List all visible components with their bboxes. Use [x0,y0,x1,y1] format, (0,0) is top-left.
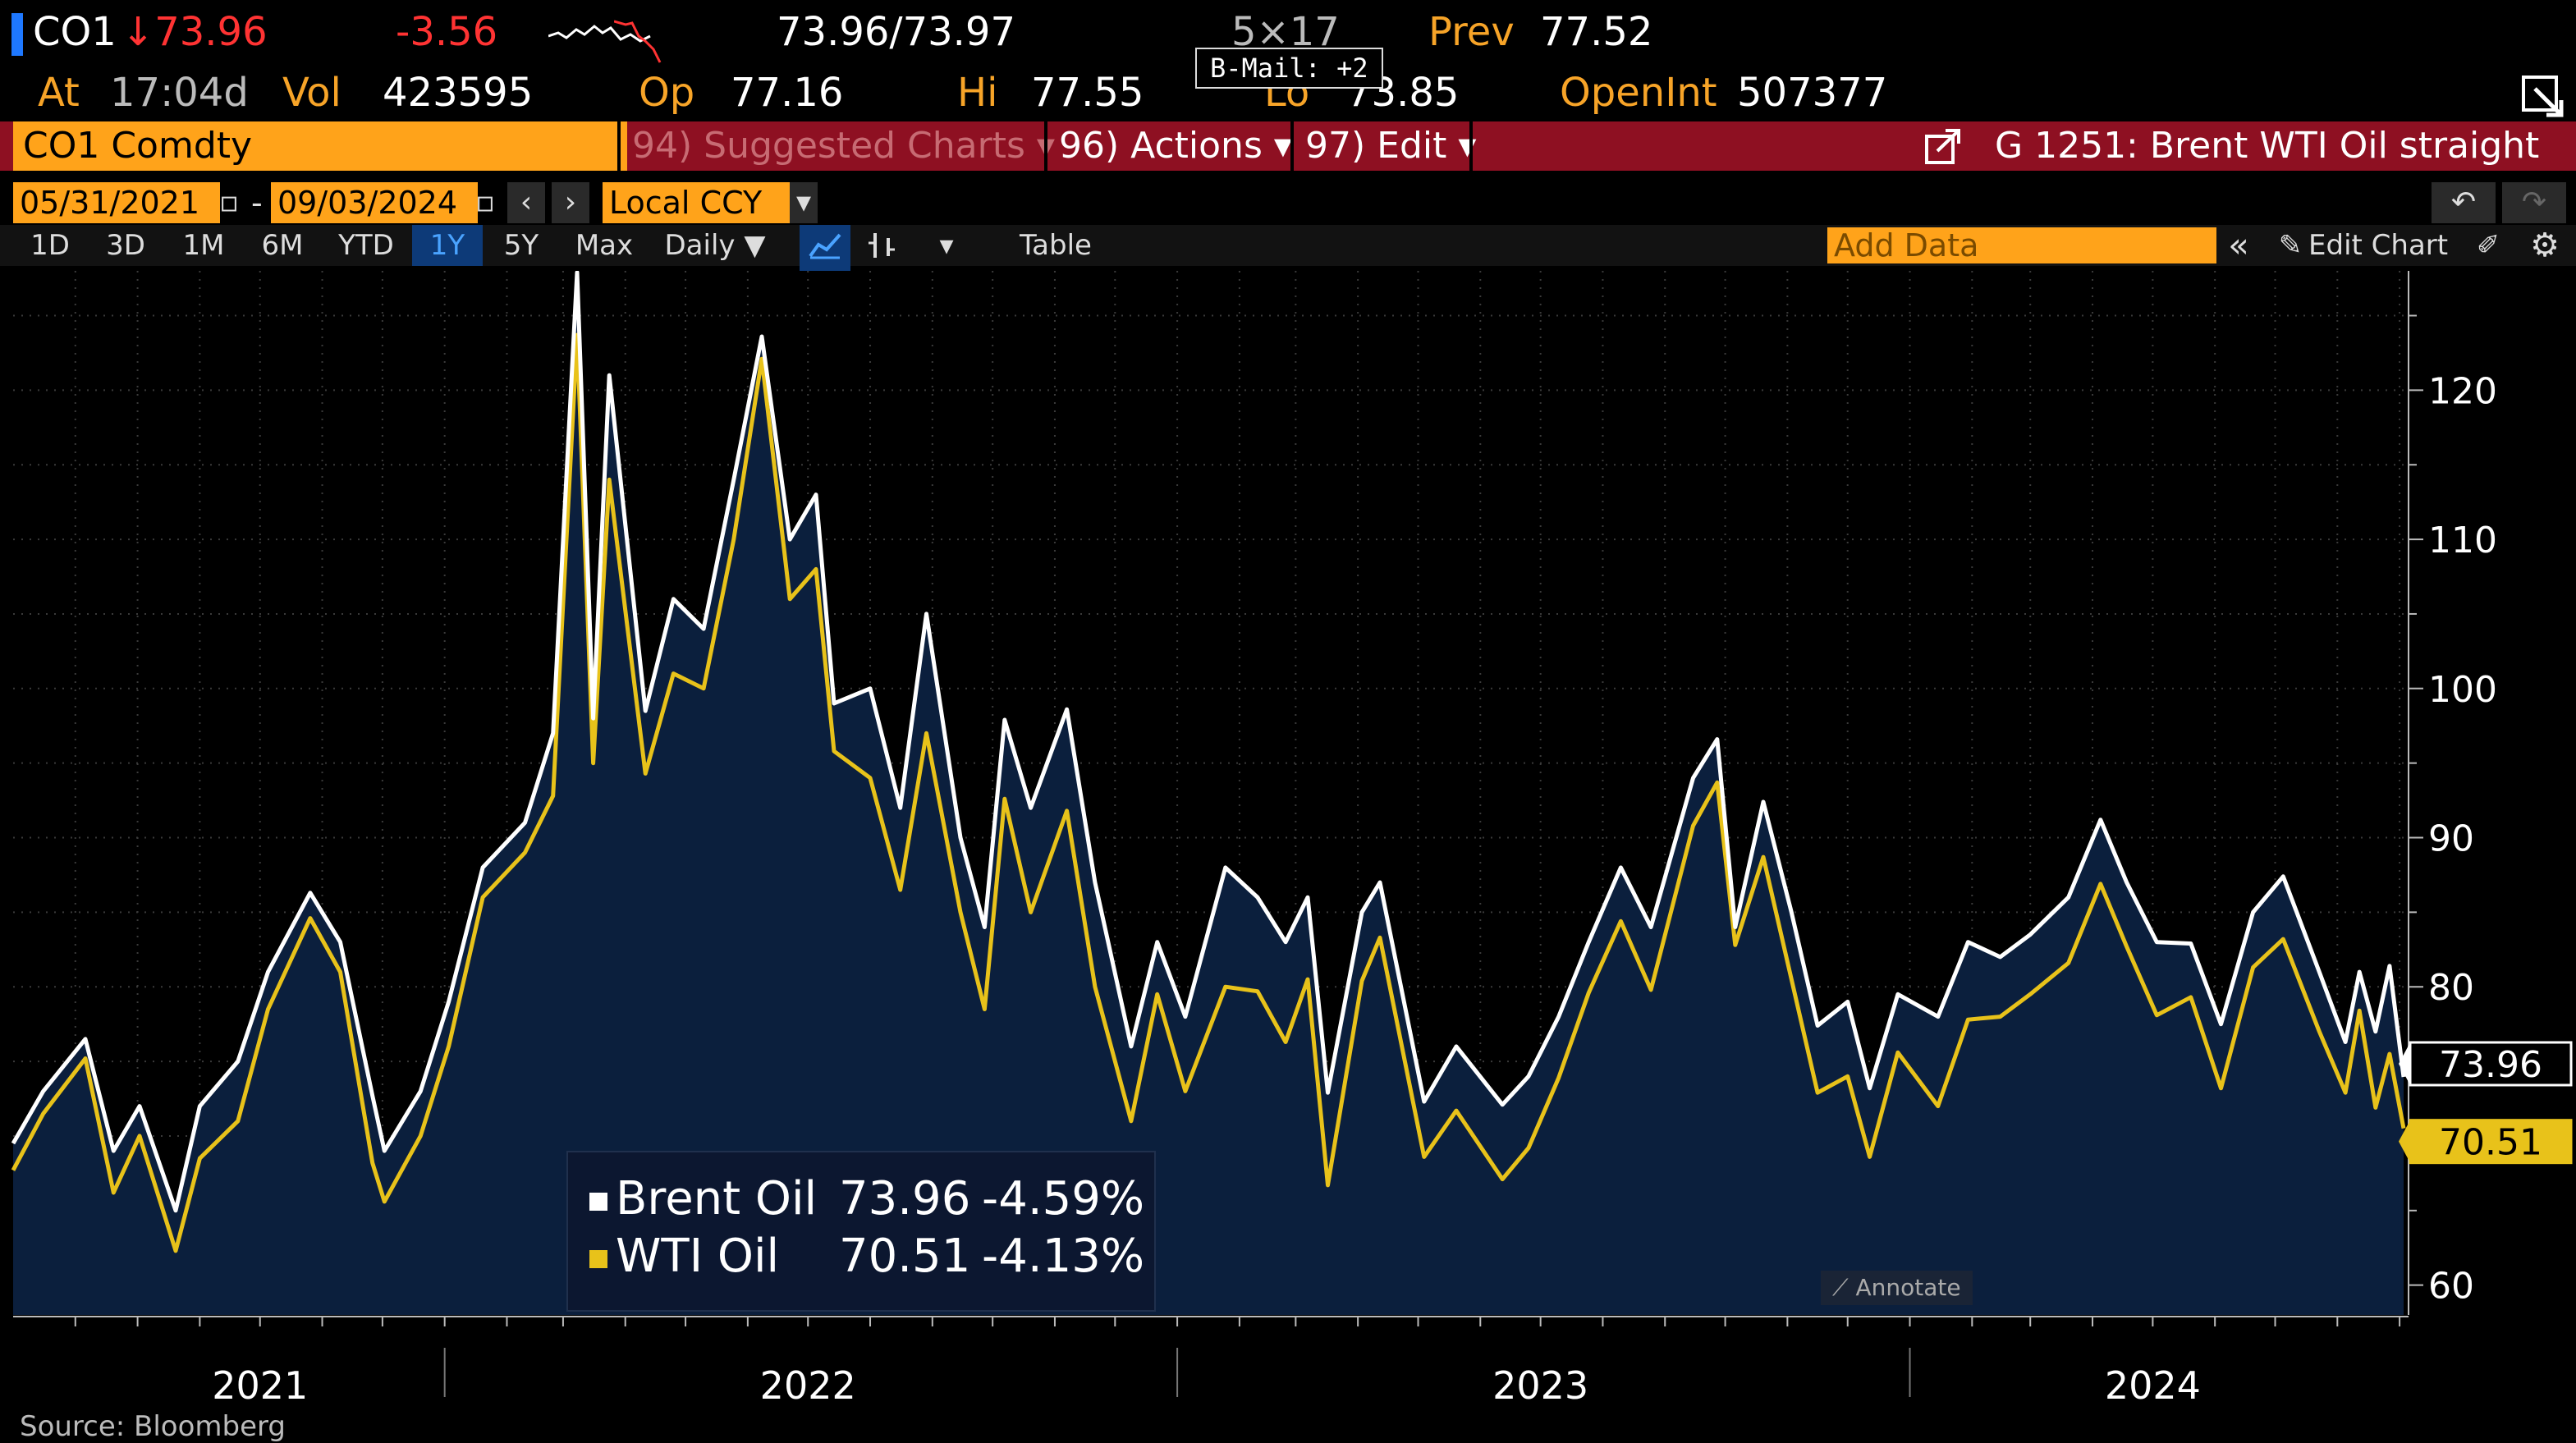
chart-lines [11,271,2406,1253]
currency-select[interactable]: Local CCY [603,182,798,223]
ticker[interactable]: CO1 [33,9,117,55]
bid-ask: 73.96/73.97 [777,9,1015,55]
edit-chart-button[interactable]: Edit Chart [2308,229,2449,262]
y-tick-label: 80 [2428,967,2474,1009]
last-price: ↓73.96 [121,9,268,55]
prev-period-icon[interactable]: ‹ [507,182,545,223]
y-tick-label: 60 [2428,1266,2474,1308]
range-3d[interactable]: 3D [106,229,145,262]
bar-chart-icon[interactable] [857,225,906,271]
range-1m[interactable]: 1M [182,229,225,262]
sparkline-icon [548,25,651,43]
open-price: 77.16 [731,70,844,116]
open-interest: 507377 [1737,70,1888,116]
high-label: Hi [957,70,998,116]
table-button[interactable]: Table [1020,229,1092,262]
start-date-input[interactable]: 05/31/2021 [13,182,220,223]
legend-brent-name: Brent Oil [616,1172,818,1225]
y-tick-label: 110 [2428,520,2497,561]
wti-last-pointer [2399,1120,2410,1163]
brent-last-value: 73.96 [2439,1044,2542,1086]
quote-line-2: At 17:04d Vol 423595 Op 77.16 Hi 77.55 L… [0,66,2576,120]
currency-chevron-down-icon[interactable]: ▾ [790,182,818,223]
annotate-button[interactable]: ⟋ Annotate [1821,1271,1973,1305]
undo-icon[interactable]: ↶ [2432,182,2496,223]
quote-line-1: CO1 ↓73.96 -3.56 73.96/73.97 5×17 Prev 7… [0,0,2576,64]
pencil-icon[interactable]: ✎ [2278,229,2303,262]
add-data-input[interactable]: Add Data [1827,227,2216,263]
range-1d[interactable]: 1D [30,229,70,262]
range-max[interactable]: Max [575,229,634,262]
net-change: -3.56 [396,9,498,55]
legend-wti-name: WTI Oil [616,1230,780,1283]
legend-wti-swatch [589,1249,607,1268]
legend-wti-value: 70.51 [839,1230,971,1283]
y-tick-label: 120 [2428,370,2497,412]
at-label: At [38,70,80,116]
high-price: 77.55 [1031,70,1144,116]
brent-line [11,271,2406,1213]
line-chart-icon[interactable] [800,225,850,271]
wti-last-value: 70.51 [2439,1122,2542,1164]
edit-menu[interactable]: 97) Edit ▾ [1305,125,1477,167]
range-1y[interactable]: 1Y [412,225,483,266]
security-field[interactable]: CO1 Comdty [13,121,627,171]
date-separator: - [251,185,263,221]
legend-brent-value: 73.96 [839,1172,971,1225]
wti-last-box [2409,1119,2573,1165]
annotate-label: Annotate [1855,1274,1961,1301]
legend-brent: Brent Oil [589,1170,817,1228]
legend-brent-swatch [589,1192,607,1211]
redo-icon[interactable]: ↷ [2502,182,2566,223]
suggested-charts-menu[interactable]: 94) Suggested Charts ▾ [632,125,1055,167]
y-tick-label: 100 [2428,669,2497,711]
annotate-pencil-icon: ⟋ [1832,1274,1856,1301]
end-date-input[interactable]: 09/03/2024 [271,182,478,223]
legend-wti-change: -4.13% [982,1230,1145,1283]
chart-type-chevron-down-icon[interactable]: ▾ [939,229,954,262]
start-calendar-icon[interactable]: ▫ [218,186,240,219]
gear-icon[interactable]: ⚙ [2530,227,2560,264]
actions-menu[interactable]: 96) Actions ▾ [1059,125,1292,167]
wti-line [11,332,2406,1253]
frequency-select[interactable]: Daily ▼ [664,229,766,262]
quote-time: 17:04d [110,70,249,116]
x-year-label: 2022 [760,1363,856,1408]
range-6m[interactable]: 6M [261,229,304,262]
open-external-icon[interactable] [1924,128,1962,166]
prev-close: 77.52 [1540,9,1653,55]
sparkline-down-icon [614,20,662,63]
range-ytd[interactable]: YTD [338,229,394,262]
y-tick-label: 90 [2428,818,2474,860]
edit-layout-icon[interactable]: ✐ [2476,229,2500,262]
chart-area-fill [13,272,2404,1315]
source-note: Source: Bloomberg [20,1410,286,1443]
bid-ask-size: 5×17 [1231,9,1340,55]
openint-label: OpenInt [1560,70,1717,116]
end-calendar-icon[interactable]: ▫ [474,186,496,219]
x-year-label: 2023 [1492,1363,1588,1408]
x-year-label: 2021 [212,1363,308,1408]
last-value-labels: 73.96 70.51 [2399,1041,2573,1165]
legend-brent-change: -4.59% [982,1172,1145,1225]
next-period-icon[interactable]: › [552,182,589,223]
bmail-notification[interactable]: B-Mail: +2 [1195,48,1383,89]
chart-title: G 1251: Brent WTI Oil straight [1995,125,2540,167]
legend-wti: WTI Oil [589,1228,779,1285]
ticker-marker [11,13,23,56]
x-year-label: 2024 [2105,1363,2201,1408]
collapse-double-chevron-icon[interactable]: « [2228,225,2249,265]
vol-label: Vol [282,70,341,116]
open-label: Op [639,70,695,116]
brent-last-pointer [2399,1042,2410,1085]
x-axis: 2021 2022 2023 2024 [13,1316,2409,1408]
chart-legend[interactable]: Brent Oil 73.96 -4.59% WTI Oil 70.51 -4.… [566,1151,1156,1312]
brent-last-box [2409,1041,2573,1087]
brent-area [13,272,2404,1315]
volume: 423595 [383,70,534,116]
expand-icon[interactable] [2520,74,2565,118]
prev-label: Prev [1428,9,1515,55]
range-5y[interactable]: 5Y [503,229,539,262]
